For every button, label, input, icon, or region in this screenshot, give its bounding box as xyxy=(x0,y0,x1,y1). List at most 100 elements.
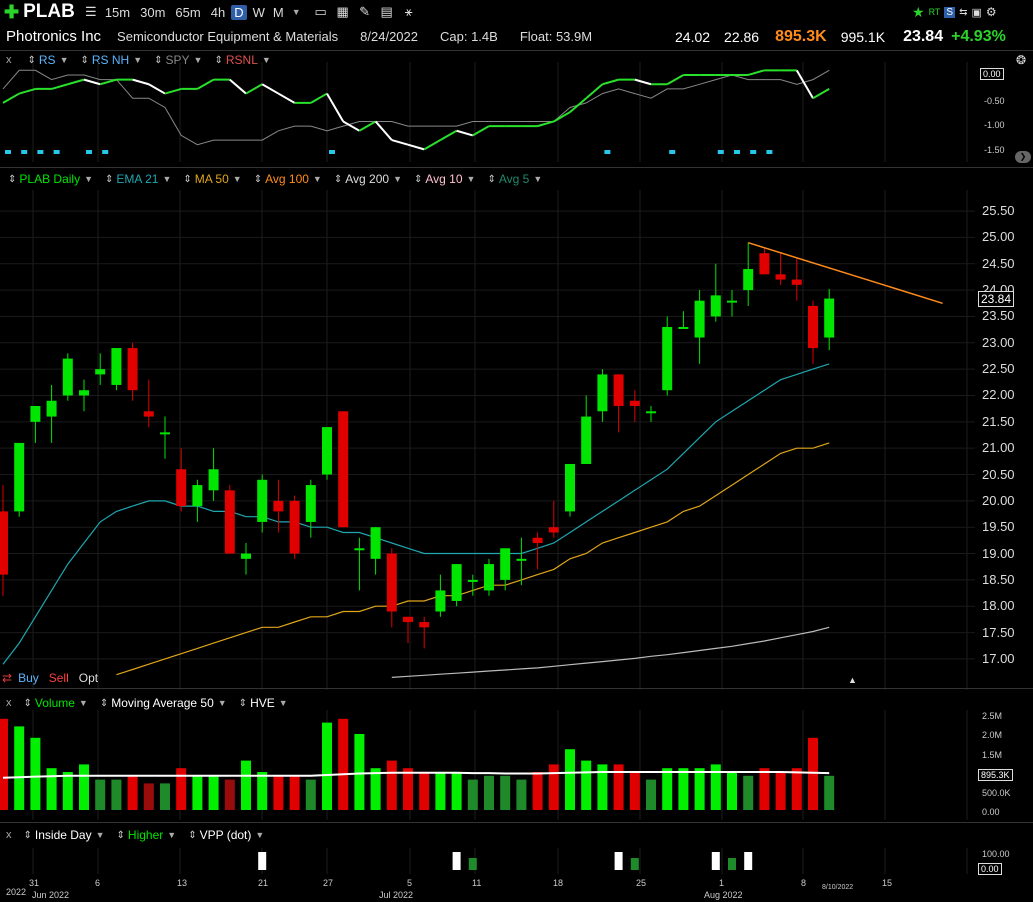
reorder-icon[interactable]: ⇕ xyxy=(238,697,248,709)
candle-down xyxy=(532,537,543,544)
chart-type-icon[interactable]: ▭ xyxy=(314,4,327,19)
tf-15m[interactable]: 15m xyxy=(104,4,131,20)
rs-legend-item[interactable]: ⇕ RS ▼ xyxy=(28,53,69,67)
star-icon[interactable]: ★ xyxy=(912,3,925,20)
tf-m[interactable]: M xyxy=(272,4,284,20)
volume-axis: 2.5M 2.0M 1.5M 895.3K 500.0K 0.00 xyxy=(978,708,1033,818)
share-icon[interactable]: ⚹ xyxy=(404,4,413,19)
reorder-icon[interactable]: ⇕ xyxy=(188,829,197,841)
tf-d[interactable]: D xyxy=(231,4,247,20)
dropdown-icon[interactable]: ▼ xyxy=(217,698,227,708)
trade-icon[interactable]: ⇄ xyxy=(2,671,13,685)
reorder-icon[interactable]: ⇕ xyxy=(183,173,192,185)
tf-30m[interactable]: 30m xyxy=(140,4,166,20)
close-pane-icon[interactable]: x xyxy=(6,829,12,841)
tf-65m[interactable]: 65m xyxy=(175,4,201,20)
reorder-icon[interactable]: ⇕ xyxy=(23,697,32,709)
indicator-legend-item[interactable]: ⇕ Inside Day ▼ xyxy=(24,828,105,842)
dropdown-icon[interactable]: ▼ xyxy=(78,698,88,708)
dropdown-icon[interactable]: ▼ xyxy=(84,174,94,184)
rt-icon[interactable]: RT xyxy=(928,7,941,17)
list-icon[interactable]: ☰ xyxy=(85,4,97,19)
save-icon[interactable]: ▣ xyxy=(971,6,982,19)
palette-icon[interactable]: ❂ xyxy=(1016,53,1027,67)
volume-value: 895.3K xyxy=(775,28,827,45)
reorder-icon[interactable]: ⇕ xyxy=(27,54,36,66)
price-legend-item[interactable]: ⇕ Avg 100 ▼ xyxy=(254,172,322,186)
collapse-icon[interactable]: ▲ xyxy=(848,675,857,685)
dropdown-icon[interactable]: ▼ xyxy=(533,174,543,184)
price-tick-label: 17.50 xyxy=(982,624,1015,640)
price-tick-label: 22.00 xyxy=(982,387,1015,403)
dropdown-icon[interactable]: ▼ xyxy=(133,55,143,65)
dropdown-icon[interactable]: ▼ xyxy=(162,174,172,184)
reorder-icon[interactable]: ⇕ xyxy=(487,173,496,185)
scroll-right-icon[interactable]: ❯ xyxy=(1015,151,1031,163)
volume-legend-item[interactable]: ⇕ Volume ▼ xyxy=(24,696,88,710)
dropdown-icon[interactable]: ▼ xyxy=(167,830,177,840)
reorder-icon[interactable]: ⇕ xyxy=(116,829,125,841)
symbol-label[interactable]: PLAB xyxy=(23,1,75,22)
reorder-icon[interactable]: ⇕ xyxy=(333,173,343,185)
dropdown-icon[interactable]: ▼ xyxy=(312,174,322,184)
price-legend-item[interactable]: ⇕ Avg 200 ▼ xyxy=(334,172,402,186)
price-legend-item[interactable]: ⇕ EMA 21 ▼ xyxy=(105,172,171,186)
reorder-icon[interactable]: ⇕ xyxy=(23,829,32,841)
rs-legend-item[interactable]: ⇕ SPY ▼ xyxy=(154,53,202,67)
volume-legend: x ⇕ Volume ▼ ⇕ Moving Average 50 ▼ ⇕ HVE ▼ xyxy=(6,696,300,710)
volume-bar xyxy=(565,749,575,810)
reorder-icon[interactable]: ⇕ xyxy=(8,173,17,185)
rs-nh-marker xyxy=(21,150,28,154)
volume-legend-item[interactable]: ⇕ HVE ▼ xyxy=(239,696,288,710)
options-button[interactable]: Opt xyxy=(78,671,99,685)
tf-w[interactable]: W xyxy=(252,4,265,20)
tf-4h[interactable]: 4h xyxy=(210,4,226,20)
rs-line-segment xyxy=(456,129,474,137)
draw-icon[interactable]: ✎ xyxy=(359,4,371,19)
price-tick-label: 25.50 xyxy=(982,203,1015,219)
volume-bar xyxy=(289,775,300,810)
reorder-icon[interactable]: ⇕ xyxy=(80,54,89,66)
price-legend-item[interactable]: ⇕ PLAB Daily ▼ xyxy=(8,172,93,186)
dropdown-icon[interactable]: ▼ xyxy=(261,55,271,65)
sell-button[interactable]: Sell xyxy=(48,671,69,685)
dropdown-icon[interactable]: ▼ xyxy=(193,55,203,65)
tf-dropdown-icon[interactable]: ▼ xyxy=(291,7,301,17)
reorder-icon[interactable]: ⇕ xyxy=(253,173,263,185)
dropdown-icon[interactable]: ▼ xyxy=(466,174,476,184)
dropdown-icon[interactable]: ▼ xyxy=(393,174,402,184)
price-legend-item[interactable]: ⇕ Avg 10 ▼ xyxy=(414,172,475,186)
volume-legend-item[interactable]: ⇕ Moving Average 50 ▼ xyxy=(100,696,227,710)
reorder-icon[interactable]: ⇕ xyxy=(154,54,163,66)
indicator-legend-item[interactable]: ⇕ Higher ▼ xyxy=(117,828,177,842)
reorder-icon[interactable]: ⇕ xyxy=(99,697,109,709)
indicator-legend-label: VPP (dot) xyxy=(199,828,252,842)
rs-legend-item[interactable]: ⇕ RSNL ▼ xyxy=(214,53,270,67)
reorder-icon[interactable]: ⇕ xyxy=(214,54,223,66)
reorder-icon[interactable]: ⇕ xyxy=(413,173,423,185)
dropdown-icon[interactable]: ▼ xyxy=(232,174,242,184)
link-icon[interactable]: ⇆ xyxy=(959,6,968,18)
add-symbol-icon[interactable]: ✚ xyxy=(4,1,20,22)
sync-icon[interactable]: S xyxy=(944,6,956,18)
volume-bar xyxy=(808,737,818,810)
dropdown-icon[interactable]: ▼ xyxy=(255,830,265,840)
reorder-icon[interactable]: ⇕ xyxy=(105,173,114,185)
settings-icon[interactable]: ⚙ xyxy=(985,5,997,19)
price-legend-item[interactable]: ⇕ Avg 5 ▼ xyxy=(487,172,542,186)
rs-legend-item[interactable]: ⇕ RS NH ▼ xyxy=(80,53,142,67)
dropdown-icon[interactable]: ▼ xyxy=(278,698,288,708)
candle-up xyxy=(727,300,737,303)
low-value: 22.86 xyxy=(724,29,760,45)
close-pane-icon[interactable]: x xyxy=(6,697,12,709)
candle-up xyxy=(192,485,203,507)
price-legend-item[interactable]: ⇕ MA 50 ▼ xyxy=(183,172,241,186)
volume-bar xyxy=(322,722,332,810)
dropdown-icon[interactable]: ▼ xyxy=(95,830,105,840)
indicators-icon[interactable]: ▦ xyxy=(336,4,349,19)
indicator-legend-item[interactable]: ⇕ VPP (dot) ▼ xyxy=(188,828,264,842)
buy-button[interactable]: Buy xyxy=(18,671,39,685)
dropdown-icon[interactable]: ▼ xyxy=(59,55,69,65)
layout-icon[interactable]: ▤ xyxy=(380,4,393,19)
close-pane-icon[interactable]: x xyxy=(6,54,12,66)
